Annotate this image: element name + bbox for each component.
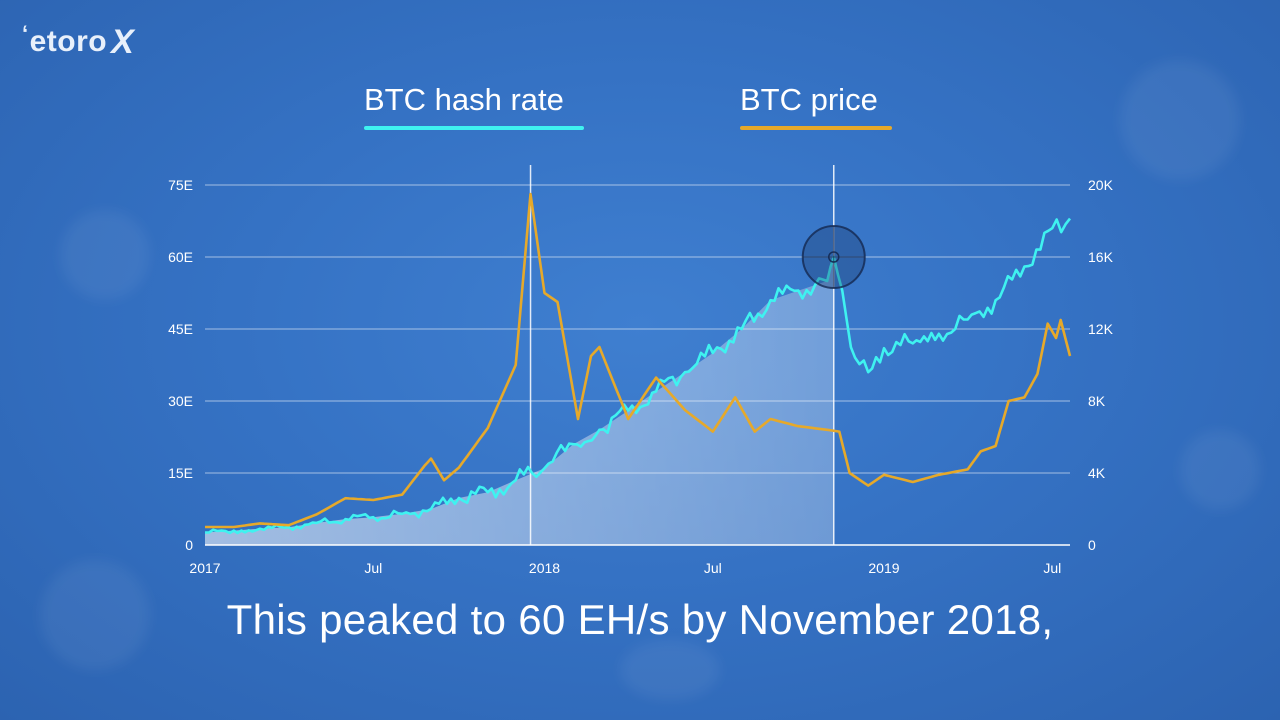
y-right-tick-label: 4K (1088, 465, 1106, 481)
legend-label-price: BTC price (740, 82, 878, 117)
y-right-tick-label: 0 (1088, 537, 1096, 553)
price-line (205, 192, 1072, 529)
x-tick-label: 2017 (189, 560, 220, 576)
y-left-tick-label: 30E (168, 393, 193, 409)
y-right-tick-label: 16K (1088, 249, 1114, 265)
logo-tick-mark: ‘ (22, 21, 29, 46)
etorox-logo: ‘ etoro X (22, 21, 135, 62)
peak-focus (801, 225, 866, 289)
logo-x-mark: X (111, 22, 135, 61)
series-lines (205, 192, 1072, 535)
legend-swatch-price (740, 126, 892, 130)
logo-text: etoro (29, 25, 108, 58)
highlight-area (205, 257, 834, 545)
legend-item-price: BTC price (740, 82, 892, 130)
y-right-tick-label: 8K (1088, 393, 1106, 409)
y-left-tick-label: 45E (168, 321, 193, 337)
peak-point-marker (828, 251, 840, 263)
y-right-tick-label: 12K (1088, 321, 1114, 337)
hash-rate-area (205, 257, 834, 545)
y-left-tick-label: 15E (168, 465, 193, 481)
legend-label-hash-rate: BTC hash rate (364, 82, 564, 117)
x-tick-label: Jul (364, 560, 382, 576)
y-left-tick-label: 0 (185, 537, 193, 553)
caption-subtitle: This peaked to 60 EH/s by November 2018, (226, 596, 1054, 643)
x-tick-label: 2019 (868, 560, 899, 576)
y-right-tick-label: 20K (1088, 177, 1114, 193)
y-left-tick-label: 75E (168, 177, 193, 193)
legend-item-hash-rate: BTC hash rate (364, 82, 584, 130)
y-left-tick-label: 60E (168, 249, 193, 265)
axis-labels: 0 0 15E 4K 30E 8K 45E 12K 60E 16K 75E 20K 2017 Jul 201… (168, 177, 1113, 576)
x-tick-label: 2018 (529, 560, 560, 576)
hash-rate-line (205, 217, 1072, 535)
x-tick-label: Jul (1043, 560, 1061, 576)
x-tick-label: Jul (704, 560, 722, 576)
legend-swatch-hash-rate (364, 126, 584, 130)
